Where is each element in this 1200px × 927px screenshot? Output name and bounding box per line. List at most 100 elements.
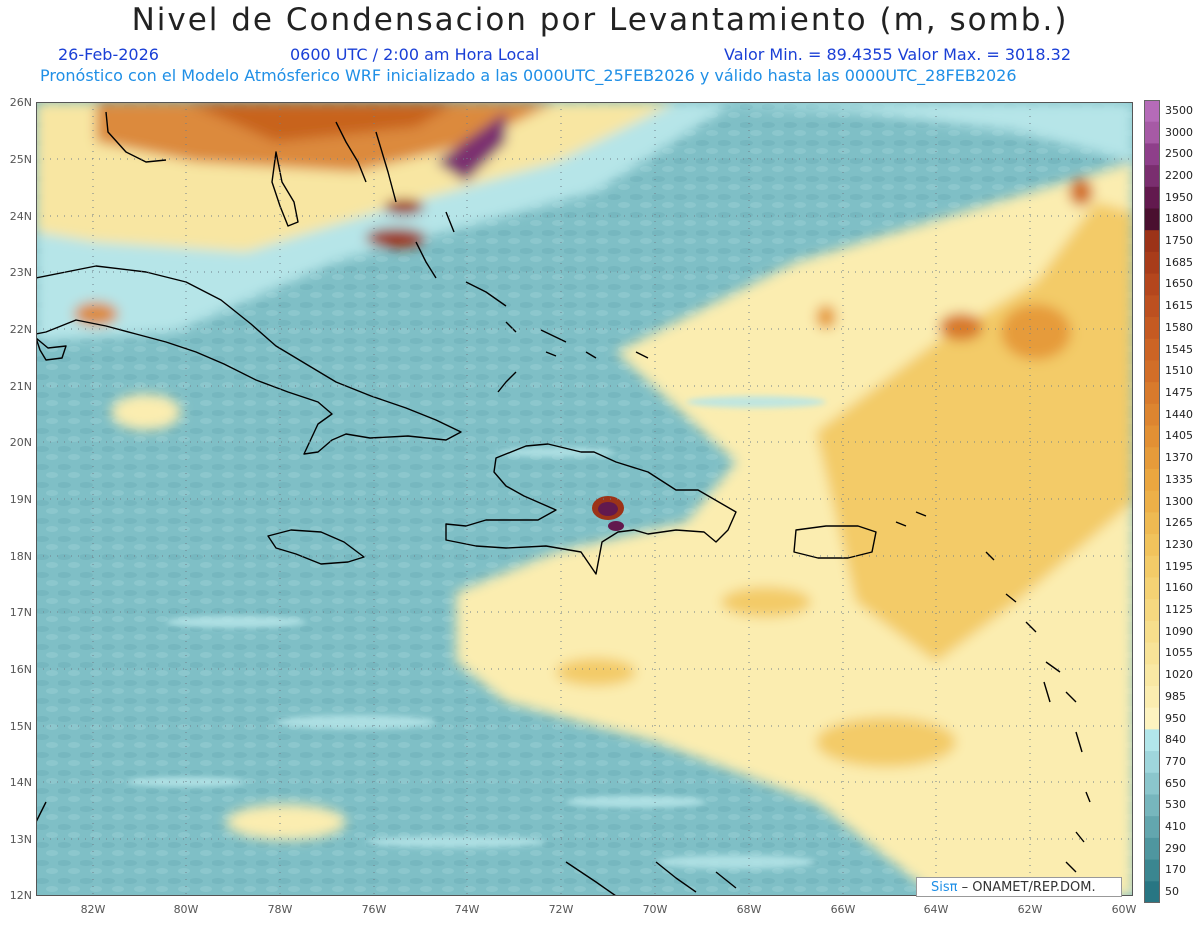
colorbar-swatch	[1144, 165, 1160, 188]
lat-label-13n: 13N	[9, 833, 32, 846]
lat-label-12n: 12N	[9, 889, 32, 902]
colorbar-label: 1195	[1165, 559, 1193, 573]
coastline-south-america	[36, 801, 737, 896]
colorbar-swatch	[1144, 295, 1160, 318]
colorbar-label: 170	[1165, 863, 1186, 877]
colorbar-label: 2200	[1165, 168, 1193, 182]
lon-label-82w: 82W	[80, 903, 106, 916]
colorbar-label: 1615	[1165, 299, 1193, 313]
coastline-bahamas	[271, 121, 597, 393]
colorbar-label: 2500	[1165, 147, 1193, 161]
colorbar-swatch	[1144, 577, 1160, 600]
colorbar-label: 1580	[1165, 320, 1193, 334]
colorbar-swatch	[1144, 447, 1160, 470]
valid-date: 26-Feb-2026	[58, 45, 159, 64]
colorbar-swatch	[1144, 425, 1160, 448]
lat-label-20n: 20N	[9, 436, 32, 449]
lon-label-76w: 76W	[361, 903, 387, 916]
colorbar-label: 1370	[1165, 451, 1193, 465]
valid-time: 0600 UTC / 2:00 am Hora Local	[290, 45, 540, 64]
map-title: Nivel de Condensacion por Levantamiento …	[131, 2, 1069, 38]
colorbar-swatch	[1144, 642, 1160, 665]
credit-onamet: – ONAMET/REP.DOM.	[957, 880, 1096, 895]
lon-label-68w: 68W	[736, 903, 762, 916]
coastline-cuba-west-island	[36, 337, 67, 361]
colorbar-label: 3000	[1165, 125, 1193, 139]
lon-label-78w: 78W	[267, 903, 293, 916]
credit-label: Sisπ – ONAMET/REP.DOM.	[916, 877, 1122, 897]
lon-label-74w: 74W	[454, 903, 480, 916]
colorbar-swatch	[1144, 490, 1160, 513]
colorbar-swatch	[1144, 382, 1160, 405]
lat-label-19n: 19N	[9, 493, 32, 506]
coastline-turks-caicos	[545, 351, 649, 359]
colorbar-swatch	[1144, 338, 1160, 361]
colorbar-swatch	[1144, 100, 1160, 123]
colorbar-swatch	[1144, 143, 1160, 166]
colorbar-swatch	[1144, 186, 1160, 210]
colorbar-label: 290	[1165, 841, 1186, 855]
colorbar-label: 1750	[1165, 234, 1193, 248]
colorbar-swatch	[1144, 664, 1160, 687]
coastlines	[36, 111, 1091, 896]
colorbar-label: 1440	[1165, 407, 1193, 421]
lat-label-18n: 18N	[9, 550, 32, 563]
colorbar-swatch	[1144, 534, 1160, 557]
coastline-puerto-rico	[793, 525, 877, 559]
colorbar-swatch	[1144, 468, 1160, 492]
colorbar-swatch	[1144, 251, 1160, 275]
lat-label-23n: 23N	[9, 266, 32, 279]
colorbar-swatch	[1144, 620, 1160, 644]
colorbar-swatch	[1144, 555, 1160, 578]
colorbar-swatch	[1144, 121, 1160, 144]
lon-label-62w: 62W	[1017, 903, 1043, 916]
colorbar-swatch	[1144, 599, 1160, 622]
lat-label-24n: 24N	[9, 210, 32, 223]
colorbar-label: 1685	[1165, 255, 1193, 269]
lcl-map	[36, 102, 1133, 896]
colorbar-label: 1125	[1165, 603, 1193, 616]
colorbar-swatch	[1144, 208, 1160, 231]
colorbar-label: 650	[1165, 776, 1186, 790]
colorbar-label: 840	[1165, 733, 1186, 747]
lat-label-17n: 17N	[9, 606, 32, 619]
lat-label-16n: 16N	[9, 663, 32, 676]
colorbar-swatch	[1144, 230, 1160, 253]
lon-label-60w: 60W	[1111, 903, 1137, 916]
colorbar-label: 1510	[1165, 364, 1193, 378]
lcl-peak-hispaniola	[592, 496, 624, 531]
lat-label-25n: 25N	[9, 153, 32, 166]
colorbar-label: 770	[1165, 754, 1186, 768]
colorbar-label: 1545	[1165, 342, 1193, 356]
lon-label-66w: 66W	[830, 903, 856, 916]
colorbar-label: 1230	[1165, 537, 1193, 551]
colorbar-swatch	[1144, 772, 1160, 795]
credit-sis: Sisπ	[931, 880, 958, 895]
colorbar-swatch	[1144, 881, 1160, 903]
colorbar-swatch	[1144, 751, 1160, 774]
colorbar-swatch	[1144, 707, 1160, 730]
colorbar-label: 530	[1165, 798, 1186, 812]
colorbar-swatch	[1144, 859, 1160, 882]
colorbar-label: 1265	[1165, 516, 1193, 530]
coastline-lesser-antilles	[895, 511, 1091, 873]
colorbar-swatch	[1144, 685, 1160, 709]
lat-label-14n: 14N	[9, 776, 32, 789]
forecast-description: Pronóstico con el Modelo Atmósferico WRF…	[40, 66, 1017, 85]
lat-label-22n: 22N	[9, 323, 32, 336]
lcl-field	[36, 102, 1133, 896]
colorbar-label: 950	[1165, 711, 1186, 725]
colorbar-label: 1405	[1165, 429, 1193, 443]
colorbar-label: 985	[1165, 689, 1186, 703]
lon-label-80w: 80W	[173, 903, 199, 916]
lon-label-64w: 64W	[923, 903, 949, 916]
lat-label-15n: 15N	[9, 720, 32, 733]
coastline-hispaniola	[445, 443, 737, 575]
colorbar-label: 1335	[1165, 472, 1193, 486]
colorbar-label: 50	[1165, 885, 1179, 899]
colorbar-label: 1800	[1165, 212, 1193, 226]
colorbar-label: 1020	[1165, 668, 1193, 682]
min-max-values: Valor Min. = 89.4355 Valor Max. = 3018.3…	[724, 45, 1072, 64]
colorbar-swatch	[1144, 403, 1160, 427]
coastline-jamaica	[267, 529, 365, 565]
